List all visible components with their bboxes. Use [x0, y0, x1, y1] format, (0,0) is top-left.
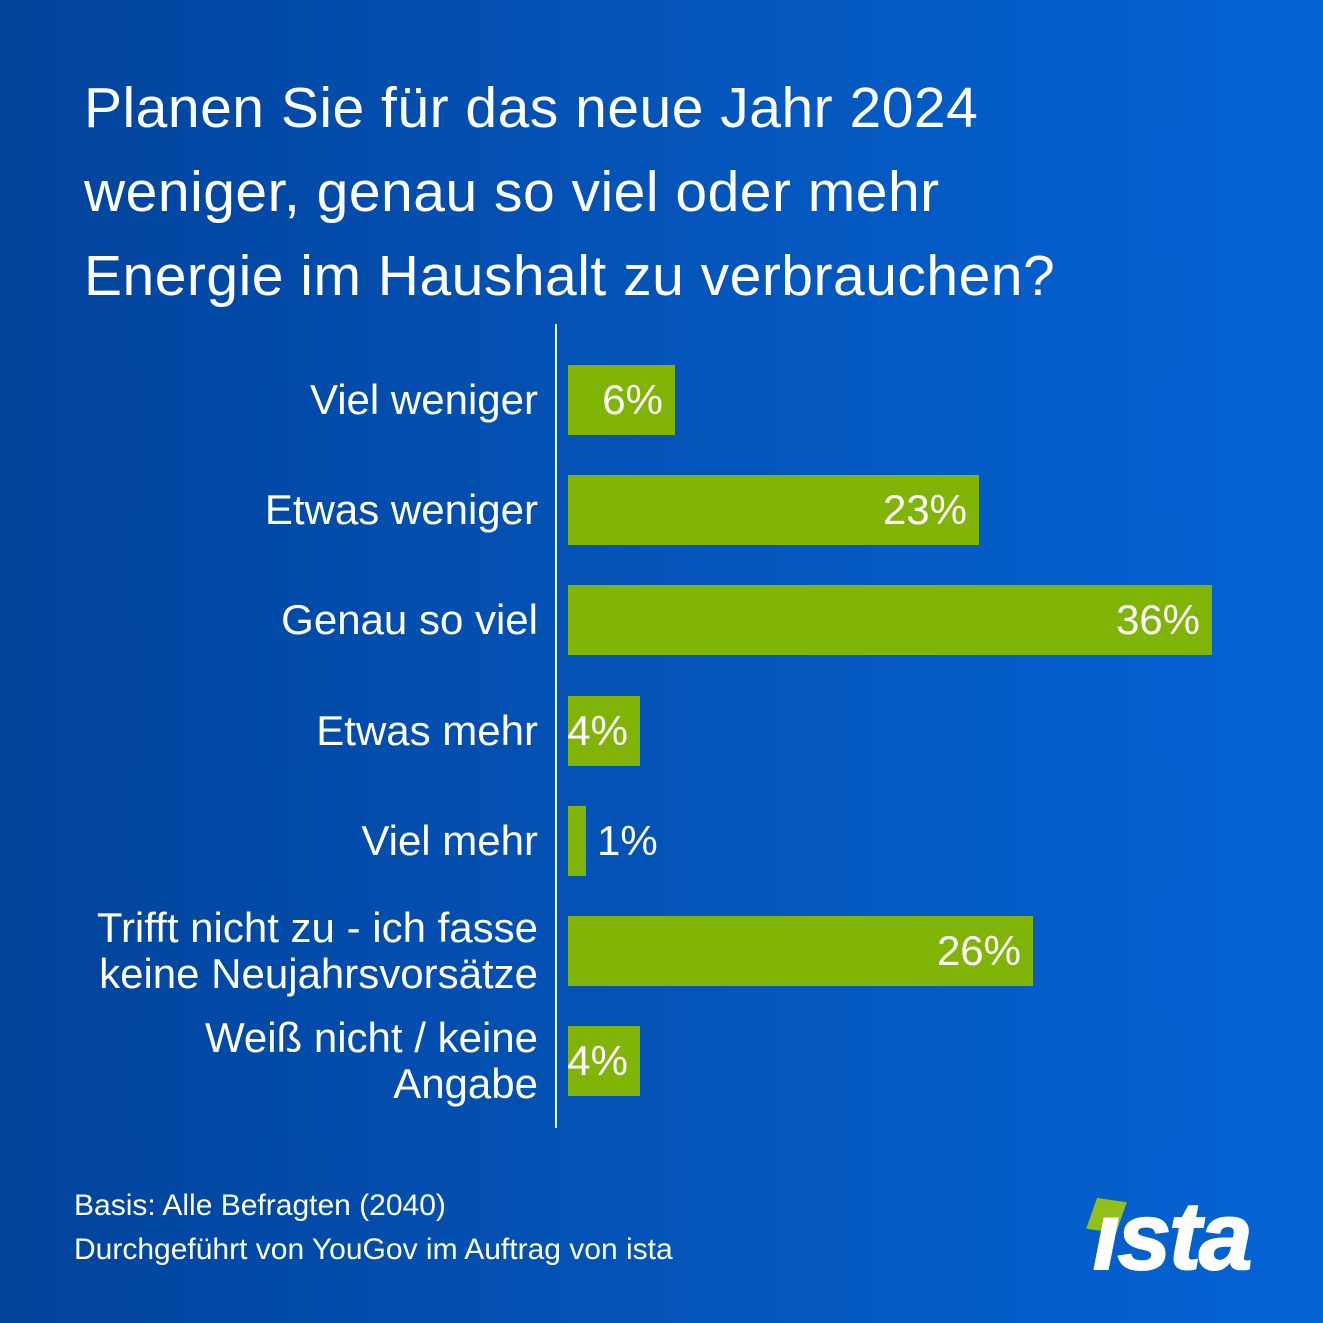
- bar-row: Viel mehr 1%: [0, 806, 1323, 876]
- bar: 6%: [568, 365, 675, 435]
- category-label: Weiß nicht / keine Angabe: [204, 1014, 538, 1107]
- bar-row: Etwas weniger 23%: [0, 475, 1323, 545]
- page-title: Planen Sie für das neue Jahr 2024 wenige…: [84, 76, 1056, 308]
- value-label: 36%: [1115, 596, 1200, 643]
- bar: 23%: [568, 475, 979, 545]
- logo-text: ısta: [1092, 1182, 1253, 1291]
- bar-row: Viel weniger 6%: [0, 365, 1323, 435]
- footer-basis: Basis: Alle Befragten (2040): [74, 1189, 446, 1222]
- axis-line: [555, 324, 557, 1128]
- category-label: Viel mehr: [361, 817, 538, 864]
- value-label: 1%: [597, 817, 658, 864]
- bar-row: Trifft nicht zu - ich fasse keine Neujah…: [0, 905, 1323, 997]
- bar: 4%: [567, 696, 640, 766]
- value-label: 4%: [567, 1037, 628, 1084]
- value-label: 26%: [936, 927, 1021, 974]
- footer-conducted-by: Durchgeführt von YouGov im Auftrag von i…: [74, 1233, 673, 1266]
- footer: Basis: Alle Befragten (2040) Durchgeführ…: [74, 1184, 673, 1272]
- category-label: Etwas weniger: [264, 486, 538, 533]
- category-label: Etwas mehr: [316, 707, 538, 754]
- bar-row: Genau so viel 36%: [0, 585, 1323, 655]
- bar-row: Etwas mehr 4%: [0, 696, 1323, 766]
- category-label: Genau so viel: [281, 596, 538, 643]
- value-label: 4%: [567, 707, 628, 754]
- bar: 26%: [568, 916, 1033, 986]
- value-label: 6%: [602, 376, 663, 423]
- bar: 36%: [568, 585, 1212, 655]
- bar: 4%: [567, 1026, 640, 1096]
- bar-chart: Viel weniger 6% Etwas weniger 23% Genau so v…: [0, 365, 1323, 1107]
- ista-logo: ısta: [1085, 1182, 1270, 1291]
- bar-row: Weiß nicht / keine Angabe 4%: [0, 1015, 1323, 1107]
- value-label: 23%: [882, 486, 967, 533]
- bar: 1%: [568, 806, 658, 876]
- category-label: Viel weniger: [309, 376, 538, 423]
- category-label: Trifft nicht zu - ich fasse keine Neujah…: [96, 904, 538, 997]
